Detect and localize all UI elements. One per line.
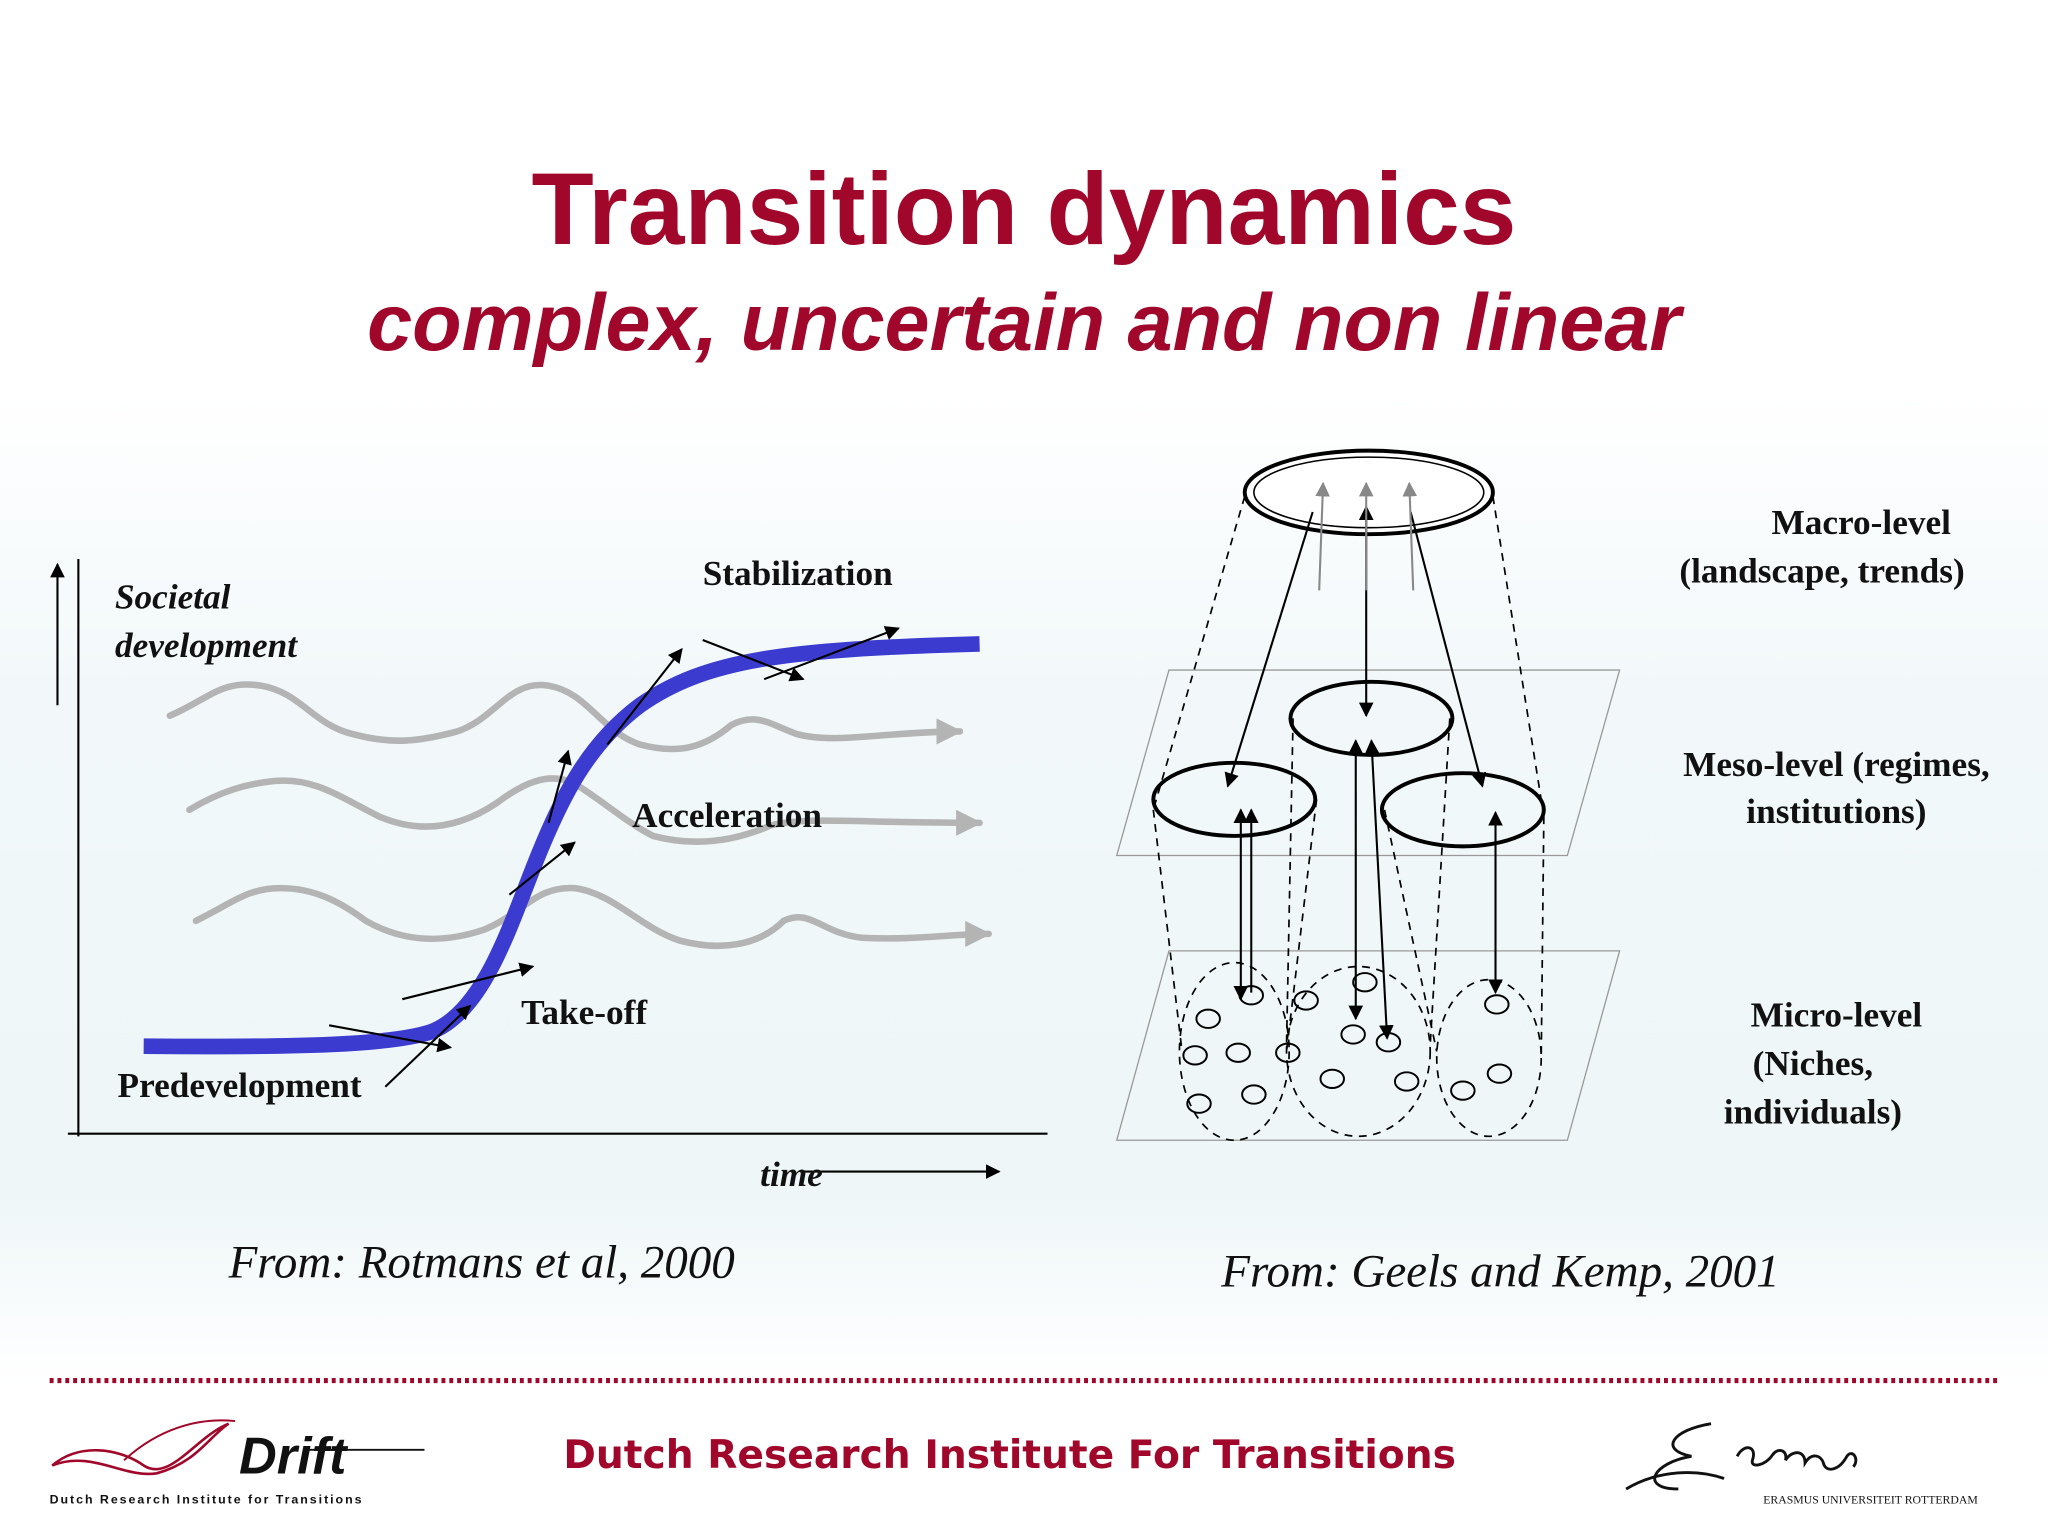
trend-line xyxy=(166,681,964,753)
level-label: (Niches, xyxy=(1753,1044,1873,1083)
phase-label: Take-off xyxy=(521,993,648,1032)
subtitle: complex, uncertain and non linear xyxy=(367,278,1685,368)
x-axis-label: time xyxy=(760,1155,823,1194)
level-label: Meso-level (regimes, xyxy=(1683,745,1990,784)
niche-ellipse xyxy=(1178,961,1290,1142)
phase-label: Acceleration xyxy=(632,796,822,835)
niche-ellipse xyxy=(1435,978,1543,1138)
level-label: (landscape, trends) xyxy=(1679,552,1964,591)
s-curve xyxy=(143,636,980,1055)
source: From: Rotmans et al, 2000 xyxy=(228,1236,735,1288)
trend-line xyxy=(192,884,992,949)
phase-label: Stabilization xyxy=(703,554,893,593)
s-curve-diagram: Societal development time Stabilization … xyxy=(50,554,1048,1288)
level-label: institutions) xyxy=(1746,792,1926,831)
title: Transition dynamics xyxy=(532,152,1517,266)
y-axis-label: Societal xyxy=(115,578,231,617)
multilevel-diagram: Macro-level (landscape, trends) Meso-lev… xyxy=(1115,448,1990,1298)
arrows xyxy=(1224,481,1503,1040)
logo-caption: Dutch Research Institute for Transitions xyxy=(50,1492,364,1506)
micro-plane xyxy=(1115,950,1621,1141)
university-name: ERASMUS UNIVERSITEIT ROTTERDAM xyxy=(1763,1493,1978,1506)
y-axis-label: development xyxy=(115,626,298,665)
background xyxy=(0,391,2048,1385)
level-label: individuals) xyxy=(1724,1092,1902,1131)
phase-label: Predevelopment xyxy=(118,1066,362,1105)
niche-ellipse xyxy=(1285,965,1432,1138)
drift-logo: Drift Dutch Research Institute for Trans… xyxy=(50,1419,425,1506)
level-label: Micro-level xyxy=(1751,996,1923,1035)
institute-name: Dutch Research Institute For Transitions xyxy=(563,1433,1456,1478)
level-label: Macro-level xyxy=(1772,503,1952,542)
meso-plane xyxy=(1115,669,1621,857)
macro-ellipse xyxy=(1242,448,1495,537)
source: From: Geels and Kemp, 2001 xyxy=(1220,1246,1779,1298)
erasmus-logo: ERASMUS UNIVERSITEIT ROTTERDAM xyxy=(1625,1422,1978,1506)
projection-lines xyxy=(1152,496,1545,1058)
trend-line xyxy=(186,775,983,845)
logo-text: Drift xyxy=(239,1427,349,1485)
tangent-arrows xyxy=(328,626,900,1088)
